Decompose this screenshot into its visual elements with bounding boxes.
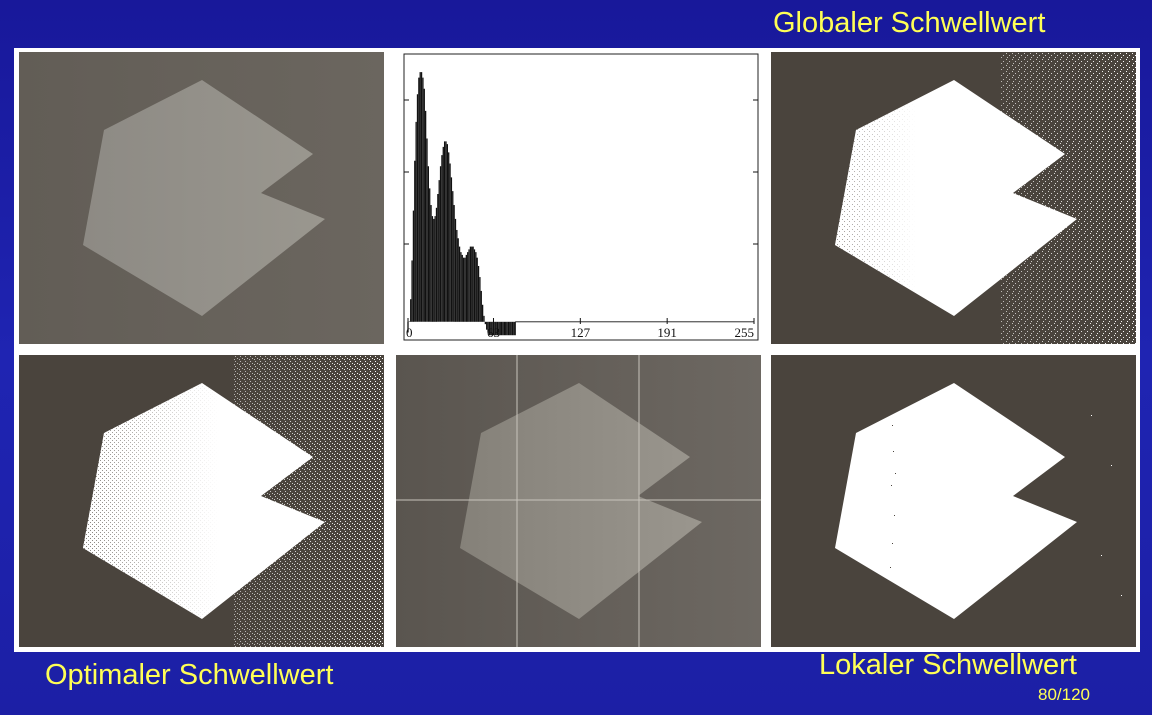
histogram-panel: 0 63 127 191 255 — [396, 52, 761, 344]
local-threshold-panel — [771, 355, 1136, 647]
object-shape — [835, 383, 1077, 619]
x-tick-label: 0 — [406, 325, 413, 340]
object-shape — [83, 80, 325, 316]
x-tick-label: 191 — [657, 325, 677, 340]
x-tick-label: 255 — [735, 325, 755, 340]
object-shape — [460, 383, 702, 619]
subdivided-image-panel — [396, 355, 761, 647]
original-image-panel — [19, 52, 384, 344]
slide-page-number: 80/120 — [1038, 685, 1090, 704]
title-global-threshold: Globaler Schwellwert — [773, 7, 1046, 39]
x-tick-label: 127 — [571, 325, 591, 340]
optimal-threshold-panel — [19, 355, 384, 647]
histogram-chart: 0 63 127 191 255 — [403, 53, 759, 341]
global-threshold-panel — [771, 52, 1136, 344]
x-tick-label: 63 — [487, 325, 500, 340]
title-optimal-threshold: Optimaler Schwellwert — [45, 659, 334, 691]
title-local-threshold: Lokaler Schwellwert — [819, 649, 1077, 681]
